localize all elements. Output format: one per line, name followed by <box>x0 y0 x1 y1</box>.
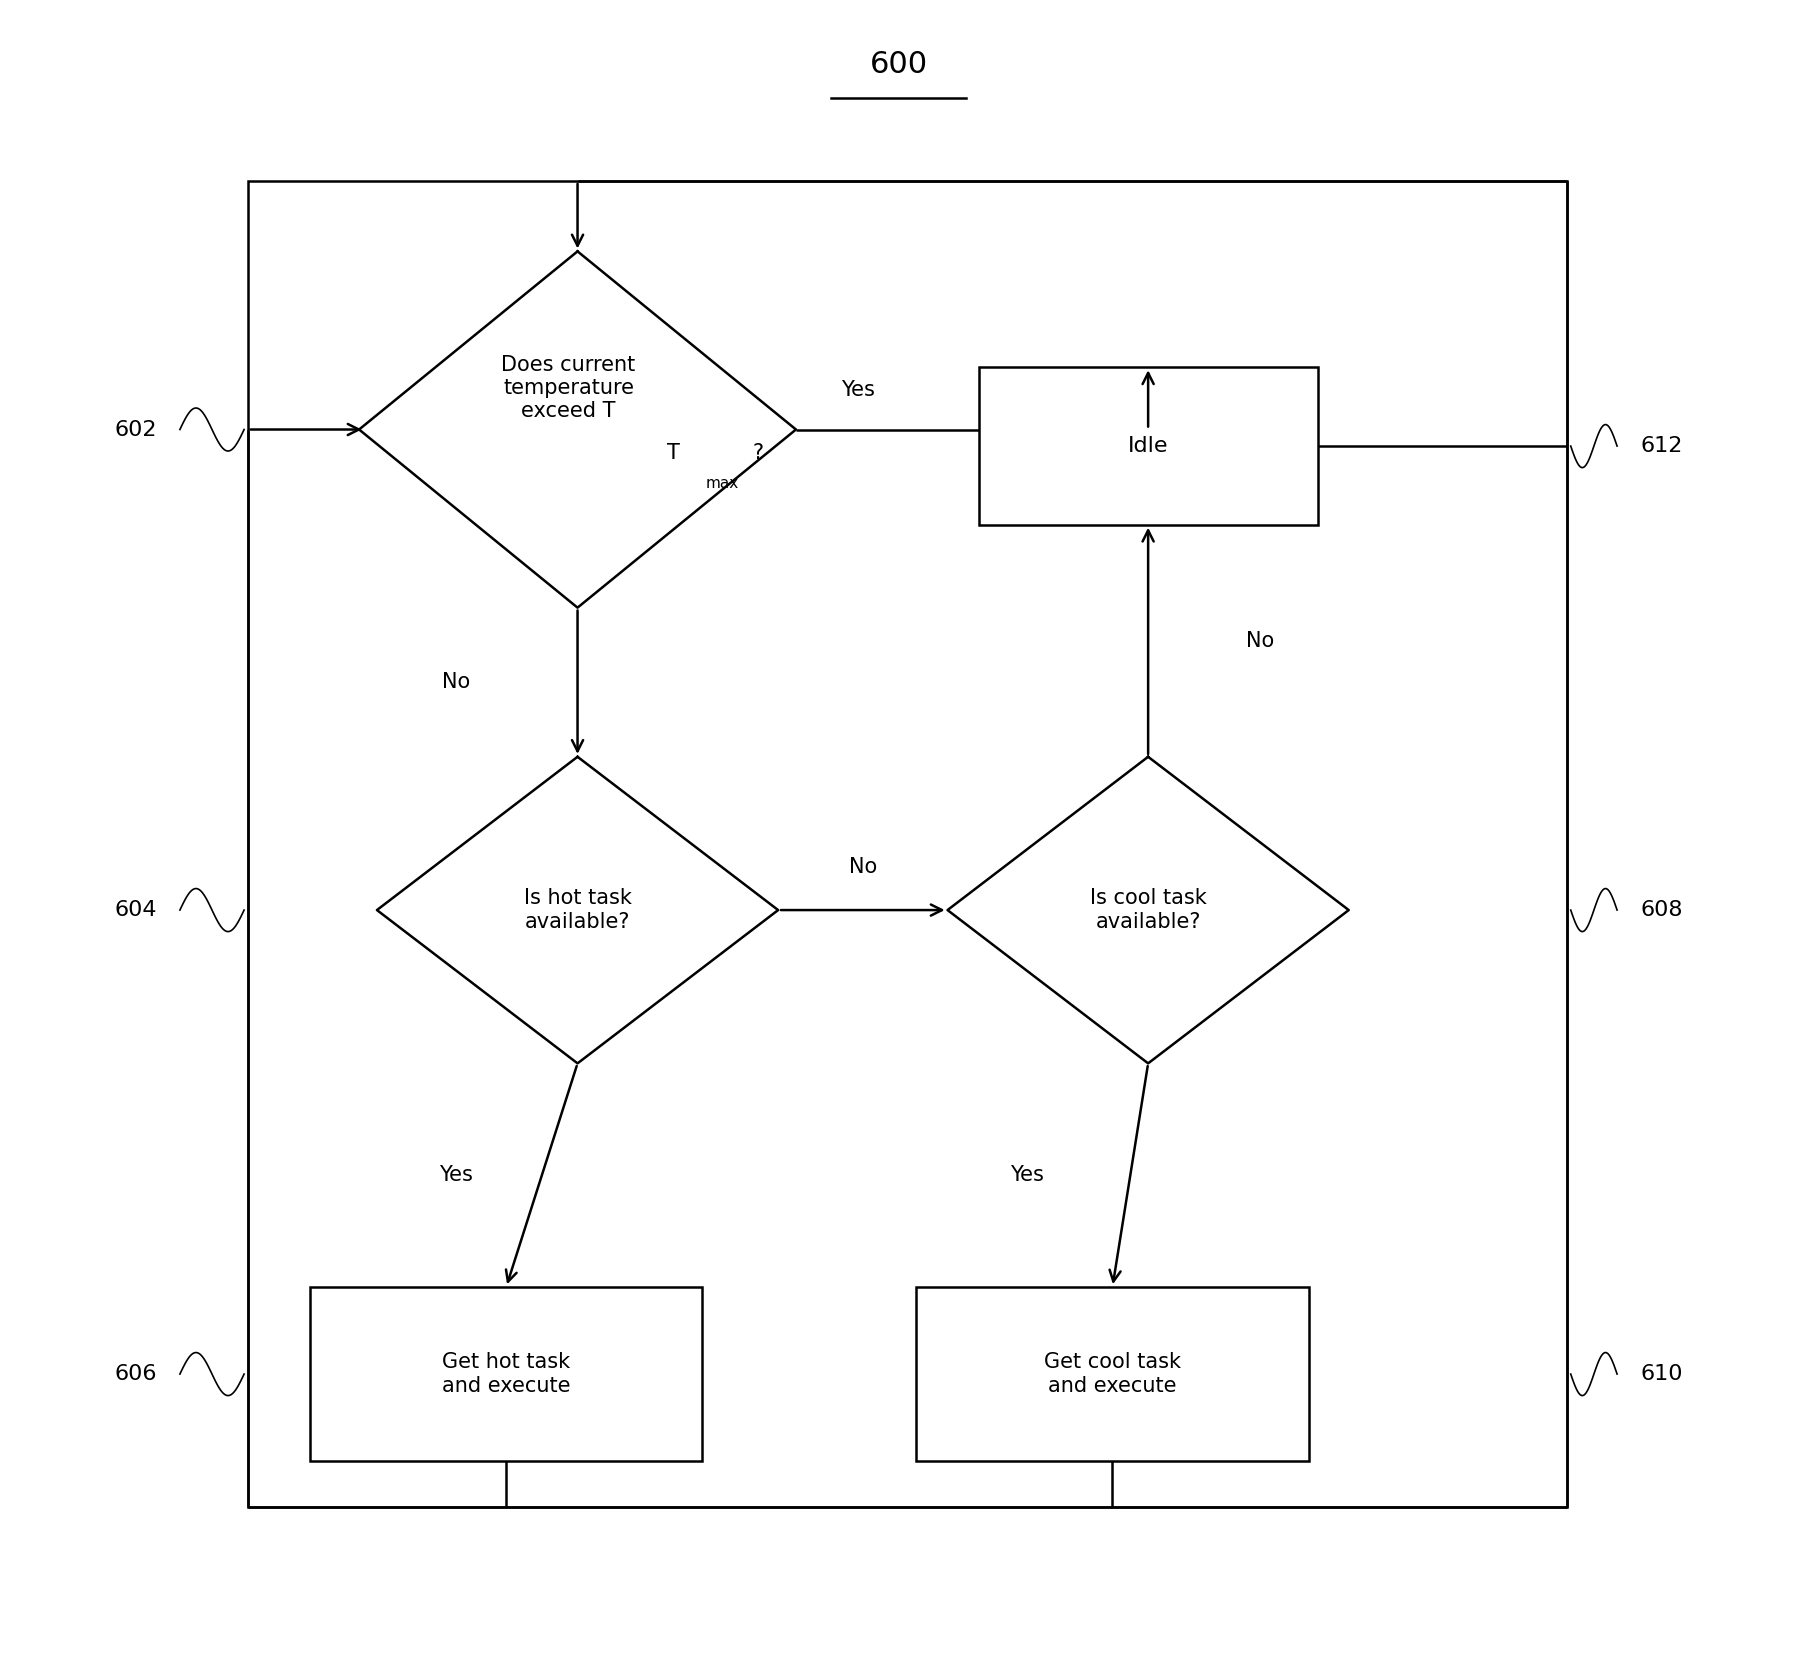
Text: 612: 612 <box>1641 436 1682 456</box>
Bar <box>311 1287 703 1460</box>
Text: 608: 608 <box>1641 901 1684 921</box>
Text: Idle: Idle <box>1129 436 1168 456</box>
Text: No: No <box>848 857 877 877</box>
Bar <box>916 1287 1308 1460</box>
Text: 606: 606 <box>113 1364 156 1384</box>
Text: Yes: Yes <box>841 379 875 399</box>
Text: 602: 602 <box>113 419 156 439</box>
Text: Yes: Yes <box>1010 1165 1044 1185</box>
Bar <box>979 368 1317 525</box>
Text: max: max <box>706 476 739 491</box>
Text: Is hot task
available?: Is hot task available? <box>523 889 631 932</box>
Text: Is cool task
available?: Is cool task available? <box>1089 889 1206 932</box>
Text: T: T <box>667 443 679 463</box>
Text: 600: 600 <box>870 50 927 80</box>
Bar <box>248 180 1567 1507</box>
Text: 604: 604 <box>113 901 156 921</box>
Text: Get hot task
and execute: Get hot task and execute <box>442 1352 570 1395</box>
Text: ?: ? <box>753 443 764 463</box>
Text: Yes: Yes <box>438 1165 473 1185</box>
Text: Does current
temperature
exceed T: Does current temperature exceed T <box>501 354 636 421</box>
Text: No: No <box>1245 630 1274 650</box>
Text: No: No <box>442 672 471 692</box>
Text: 610: 610 <box>1641 1364 1684 1384</box>
Text: Get cool task
and execute: Get cool task and execute <box>1044 1352 1181 1395</box>
